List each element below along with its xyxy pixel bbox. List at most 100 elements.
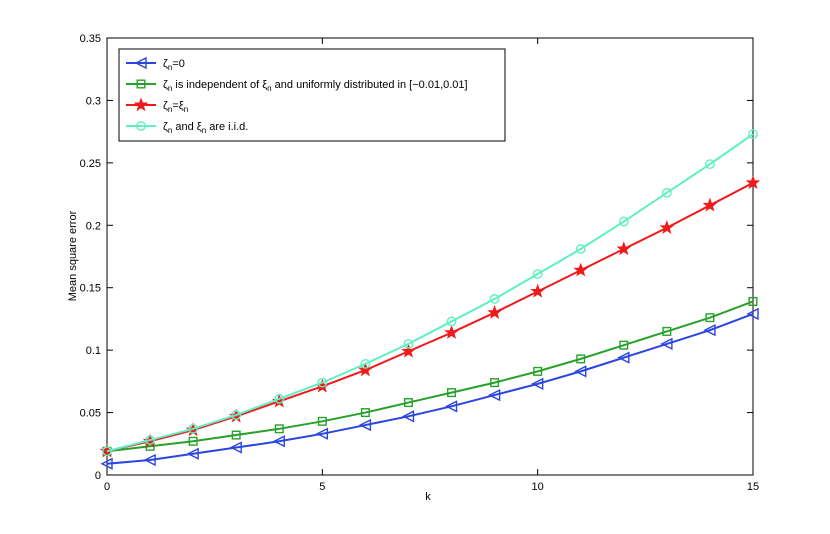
series-1 [100,307,759,470]
x-tick-label: 15 [747,481,759,493]
legend-subscript: n [267,84,271,93]
data-point [619,340,629,350]
legend-text: are i.i.d. [206,121,248,133]
y-tick-label: 0 [95,470,101,482]
data-point [274,424,284,434]
legend: ζn=0ζn is independent of ξn and uniforml… [118,48,506,142]
series-line [106,181,754,453]
data-point [145,435,155,445]
legend-text: ζ [163,100,168,112]
y-tick-label: 0.35 [80,33,101,45]
y-tick-label: 0.25 [80,158,101,170]
data-point [745,175,761,190]
series-group [99,129,761,470]
data-point [315,427,329,440]
data-point [661,187,672,198]
data-point [575,244,586,254]
data-point [659,220,675,234]
legend-subscript: n [168,105,172,114]
legend-subscript: n [168,84,172,93]
legend-marker [136,121,146,131]
legend-entry: ζn=ξn [163,100,188,114]
data-point [703,324,716,337]
legend-subscript: n [202,126,206,135]
legend-text: ζ [163,121,168,133]
data-point [660,337,673,351]
legend-marker [133,97,149,112]
x-axis-label: k [425,491,431,503]
legend-marker [134,56,147,70]
legend-text: ξ [179,100,184,112]
data-point [533,366,543,376]
legend-text: = [172,100,178,112]
data-point [360,408,370,418]
data-point [489,294,500,304]
data-point [358,362,373,377]
data-point [705,313,715,323]
y-axis-label: Mean square error [67,210,79,301]
legend-text: ξ [197,121,202,133]
data-point [188,436,198,446]
x-tick-label: 5 [319,481,325,493]
y-tick-label: 0.1 [86,345,101,357]
data-point [574,365,587,378]
legend-box [118,48,506,142]
y-tick-label: 0.05 [80,408,101,420]
data-point [446,316,457,327]
data-point [576,354,586,364]
legend-marker [136,79,146,89]
data-point [229,441,242,454]
y-tick-label: 0.15 [80,283,101,295]
x-tick-label: 10 [532,481,544,493]
data-point [231,430,241,440]
series-line [106,300,754,453]
data-point [532,269,543,279]
series-2 [102,296,758,456]
legend-text: ζ [163,58,168,70]
legend-text: ξ [262,79,267,91]
data-point [490,378,500,388]
data-point [231,410,242,420]
data-point [444,400,458,413]
data-point [403,398,413,408]
data-point [531,377,544,390]
data-point [188,423,199,434]
data-point [662,326,672,336]
data-point [530,283,545,298]
data-point [488,388,501,402]
legend-entry: ζn=0 [163,58,185,72]
legend-text: and uniformly distributed in [−0.01,0.01… [272,79,468,91]
data-point [748,296,758,306]
x-tick-label: 0 [104,481,110,493]
data-point [618,216,629,227]
data-point [403,338,414,349]
data-point [186,447,199,460]
legend-text: and [172,121,196,133]
data-point [617,351,630,364]
data-point [100,457,113,470]
data-point [573,262,589,277]
data-point [317,416,327,426]
data-point [401,410,415,423]
data-point [444,324,459,339]
legend-subscript: n [168,63,172,72]
legend-entry: ζn is independent of ξn and uniformly di… [163,79,468,93]
data-point [102,446,112,457]
legend-text: ζ [163,79,168,91]
data-point [748,129,758,140]
y-tick-label: 0.3 [86,95,101,107]
legend-entry: ζn and ξn are i.i.d. [163,121,248,135]
data-point [746,307,759,321]
data-point [401,343,416,358]
data-point [358,418,372,432]
data-point [702,197,718,212]
data-point [274,393,285,404]
series-line [106,133,754,453]
y-tick-label: 0.2 [86,220,101,232]
legend-subscript: n [184,105,188,114]
data-point [360,358,371,369]
data-point [487,305,502,319]
data-point [143,453,156,467]
legend-text: =0 [172,58,185,70]
